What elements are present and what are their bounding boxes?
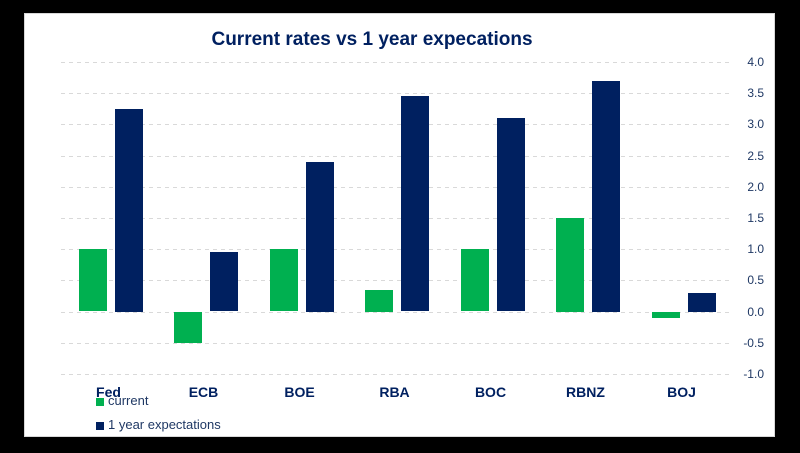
bar-current-BOJ: [652, 312, 680, 318]
gridline: [61, 249, 732, 250]
x-category-label-RBNZ: RBNZ: [566, 384, 605, 400]
bar-current-Fed: [79, 249, 107, 311]
legend-label-current: current: [108, 393, 149, 408]
y-axis-tick-label: 3.0: [747, 117, 764, 131]
bar-expectations-BOE: [306, 162, 334, 312]
x-category-label-ECB: ECB: [188, 384, 219, 400]
bar-current-ECB: [174, 312, 202, 343]
y-axis-tick-label: 2.0: [747, 180, 764, 194]
chart-panel: Current rates vs 1 year expecations 4.0 3…: [24, 13, 775, 437]
y-axis-tick-label: 2.5: [747, 149, 764, 163]
bar-current-RBA: [365, 290, 393, 312]
gridline: [61, 124, 732, 125]
y-axis-tick-label: 1.0: [747, 242, 764, 256]
gridline: [61, 93, 732, 94]
y-axis-tick-label: 1.5: [747, 211, 764, 225]
bar-expectations-BOC: [497, 118, 525, 311]
legend-swatch-expectations-icon: [96, 422, 104, 430]
y-axis-tick-label: 4.0: [747, 55, 764, 69]
y-axis-tick-label: -1.0: [743, 367, 764, 381]
x-category-label-BOJ: BOJ: [667, 384, 696, 400]
gridline: [61, 187, 732, 188]
bar-expectations-Fed: [115, 109, 143, 312]
bar-expectations-BOJ: [688, 293, 716, 312]
y-axis-tick-label: -0.5: [743, 336, 764, 350]
bar-expectations-ECB: [210, 252, 238, 311]
legend-swatch-current-icon: [96, 398, 104, 406]
plot-area: 4.0 3.5 3.0 2.5 2.0 1.5 1.0 0.5 0.0 -0.5 -1.0 Fed EC…: [25, 14, 774, 436]
gridline: [61, 374, 732, 375]
x-category-label-BOC: BOC: [474, 384, 507, 400]
y-axis-tick-label: 0.5: [747, 273, 764, 287]
bar-current-RBNZ: [556, 218, 584, 312]
gridline: [61, 156, 732, 157]
gridline: [61, 280, 732, 281]
y-axis-tick-label: 3.5: [747, 86, 764, 100]
bar-current-BOC: [461, 249, 489, 311]
x-category-label-Fed: Fed: [96, 384, 121, 400]
gridline: [61, 218, 732, 219]
bar-current-BOE: [270, 249, 298, 311]
x-category-label-BOE: BOE: [284, 384, 315, 400]
chart-title: Current rates vs 1 year expecations: [211, 29, 533, 50]
x-category-label-RBA: RBA: [379, 384, 410, 400]
legend-label-expectations: 1 year expectations: [108, 417, 221, 432]
bar-expectations-RBNZ: [592, 81, 620, 312]
gridline: [61, 312, 732, 313]
bar-expectations-RBA: [401, 96, 429, 311]
gridline: [61, 343, 732, 344]
gridline: [61, 62, 732, 63]
y-axis-tick-label: 0.0: [747, 305, 764, 319]
